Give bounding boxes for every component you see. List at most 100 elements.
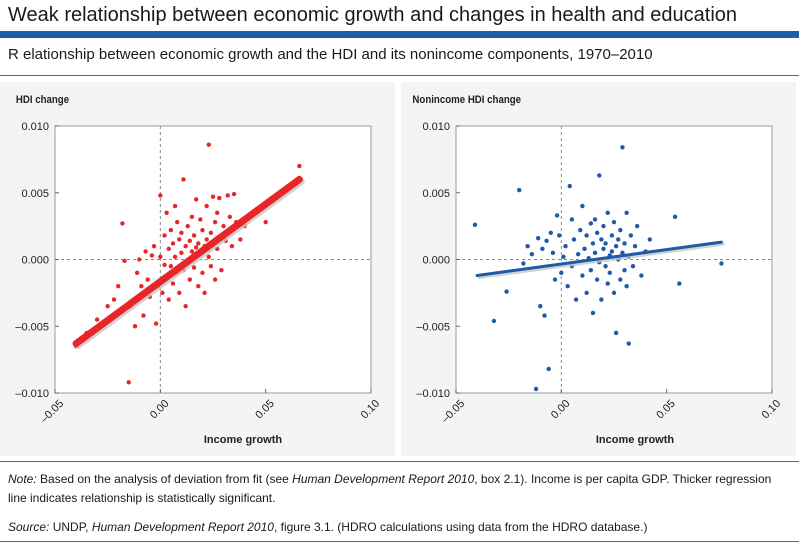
data-point bbox=[111, 297, 117, 302]
note-italic: Human Development Report 2010 bbox=[292, 472, 475, 486]
subtitle-rule bbox=[0, 75, 799, 76]
source-text-2: , figure 3.1. (HDRO calculations using d… bbox=[273, 520, 648, 534]
data-point bbox=[166, 297, 171, 302]
data-point bbox=[151, 243, 157, 249]
data-point bbox=[584, 290, 589, 296]
data-point bbox=[609, 233, 615, 238]
data-point bbox=[609, 249, 615, 254]
data-point bbox=[168, 227, 174, 233]
data-point bbox=[571, 237, 577, 242]
data-point bbox=[177, 290, 182, 296]
data-point bbox=[540, 246, 545, 252]
data-point bbox=[575, 251, 581, 257]
data-point bbox=[639, 273, 644, 278]
data-point bbox=[607, 270, 612, 276]
data-point bbox=[533, 386, 539, 392]
data-point bbox=[613, 330, 619, 336]
data-point bbox=[153, 321, 159, 326]
data-point bbox=[215, 210, 220, 215]
data-point bbox=[525, 243, 530, 249]
y-tick-label: 0.000 bbox=[21, 255, 49, 267]
data-point bbox=[544, 238, 549, 244]
x-axis-label: Income growth bbox=[596, 434, 675, 446]
data-point bbox=[605, 281, 610, 286]
x-tick-label: 0.00 bbox=[549, 398, 573, 422]
note-text: Note: Based on the analysis of deviation… bbox=[8, 470, 793, 508]
data-point bbox=[185, 223, 190, 229]
data-point bbox=[170, 241, 176, 246]
data-point bbox=[217, 195, 222, 201]
data-point bbox=[158, 254, 163, 260]
data-point bbox=[535, 235, 541, 241]
data-point bbox=[491, 318, 497, 324]
data-point bbox=[592, 250, 598, 256]
data-point bbox=[557, 233, 562, 238]
data-point bbox=[168, 263, 174, 269]
data-point bbox=[221, 223, 226, 229]
data-point bbox=[620, 250, 625, 256]
data-point bbox=[164, 210, 169, 215]
x-tick-label: 0.10 bbox=[359, 398, 383, 422]
regression-line-shadow bbox=[477, 242, 725, 280]
data-point bbox=[569, 217, 575, 222]
data-point bbox=[647, 237, 653, 242]
data-point bbox=[624, 210, 629, 215]
data-point bbox=[172, 254, 178, 260]
note-text-2: , box 2.1). Income is per capita GDP. Th… bbox=[8, 472, 772, 505]
data-point bbox=[198, 217, 203, 222]
x-tick-label: 0.10 bbox=[760, 398, 784, 422]
data-point bbox=[177, 237, 182, 242]
data-point bbox=[196, 284, 201, 289]
data-point bbox=[170, 281, 176, 286]
data-point bbox=[624, 284, 629, 289]
data-point bbox=[550, 250, 556, 256]
y-tick-label: 0.010 bbox=[422, 121, 450, 133]
data-point bbox=[597, 173, 602, 178]
data-point bbox=[582, 246, 587, 252]
y-tick-label: –0.010 bbox=[416, 388, 450, 400]
data-point bbox=[189, 249, 195, 254]
data-point bbox=[590, 310, 596, 316]
data-point bbox=[174, 219, 180, 225]
note-label: Note: bbox=[8, 472, 37, 486]
data-point bbox=[559, 270, 564, 276]
data-point bbox=[603, 263, 608, 269]
y-tick-label: 0.005 bbox=[21, 188, 49, 200]
data-point bbox=[626, 341, 631, 346]
data-point bbox=[578, 227, 583, 233]
data-point bbox=[134, 270, 140, 276]
data-point bbox=[193, 197, 199, 202]
source-text: Source: UNDP, Human Development Report 2… bbox=[8, 519, 793, 535]
data-point bbox=[229, 243, 235, 249]
data-point bbox=[231, 191, 237, 197]
data-point bbox=[504, 289, 509, 294]
data-point bbox=[191, 233, 197, 238]
data-point bbox=[210, 194, 216, 199]
data-point bbox=[227, 214, 233, 219]
data-point bbox=[592, 217, 598, 222]
data-point bbox=[521, 261, 526, 266]
data-point bbox=[580, 273, 585, 278]
notes-rule bbox=[0, 461, 799, 462]
y-tick-label: –0.010 bbox=[15, 388, 49, 400]
hdi-change-scatter: 0.010 0.005 0.000 –0.005 –0.010–0.05 0.00 0.05… bbox=[15, 95, 383, 446]
data-point bbox=[141, 313, 146, 318]
data-point bbox=[149, 253, 155, 258]
data-point bbox=[620, 145, 625, 150]
data-point bbox=[472, 222, 478, 227]
data-point bbox=[187, 277, 193, 282]
data-point bbox=[588, 267, 594, 273]
data-point bbox=[563, 243, 568, 249]
data-point bbox=[143, 249, 148, 254]
note-text-1: Based on the analysis of deviation from … bbox=[36, 472, 293, 486]
data-point bbox=[200, 227, 205, 233]
data-point bbox=[189, 214, 195, 219]
data-point bbox=[94, 317, 100, 322]
data-point bbox=[219, 267, 224, 273]
y-tick-label: –0.005 bbox=[15, 321, 49, 333]
data-point bbox=[538, 304, 543, 309]
x-tick-label: –0.05 bbox=[38, 398, 66, 426]
data-point bbox=[200, 270, 205, 276]
data-point bbox=[139, 284, 144, 289]
y-tick-label: 0.000 bbox=[422, 255, 450, 267]
